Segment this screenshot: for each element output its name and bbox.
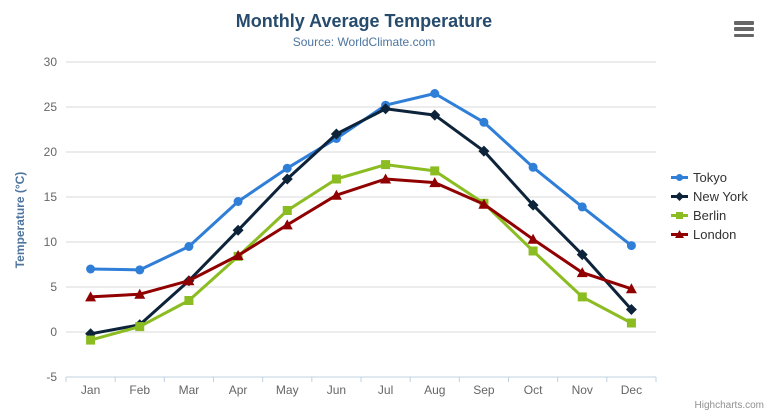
hamburger-icon-bar: [734, 33, 754, 37]
series-point-new-york[interactable]: [330, 128, 342, 140]
x-tick-label: Jun: [327, 383, 346, 397]
series-point-tokyo[interactable]: [479, 117, 489, 127]
y-tick-label: 25: [44, 100, 58, 114]
x-tick-label: Apr: [229, 383, 248, 397]
legend-marker-tokyo[interactable]: [676, 174, 683, 181]
legend-item-new-york[interactable]: New York: [671, 190, 748, 203]
legend-label-new-york: New York: [693, 189, 748, 204]
y-tick-label: 0: [50, 325, 57, 339]
legend-label-tokyo: Tokyo: [693, 170, 727, 185]
series-point-berlin[interactable]: [282, 206, 292, 215]
x-tick-label: Mar: [179, 383, 200, 397]
series-point-berlin[interactable]: [430, 166, 440, 176]
series-point-tokyo[interactable]: [528, 162, 538, 172]
legend-item-tokyo[interactable]: Tokyo: [671, 171, 748, 184]
series-point-tokyo[interactable]: [135, 265, 145, 275]
series-point-new-york[interactable]: [281, 173, 293, 185]
series-point-london[interactable]: [576, 267, 588, 278]
series-point-tokyo[interactable]: [282, 163, 292, 173]
series-point-berlin[interactable]: [577, 292, 587, 302]
legend-item-london[interactable]: London: [671, 228, 748, 241]
highcharts-credit-link[interactable]: Highcharts.com: [694, 400, 764, 411]
x-tick-label: Nov: [572, 383, 593, 397]
y-tick-label: 15: [44, 190, 58, 204]
x-tick-label: Jan: [81, 383, 100, 397]
series-point-london[interactable]: [183, 275, 195, 286]
series-point-london[interactable]: [232, 250, 244, 260]
y-axis-title: Temperature (°C): [13, 172, 27, 269]
series-point-london[interactable]: [380, 173, 392, 184]
series-point-berlin[interactable]: [528, 246, 538, 256]
series-line-berlin[interactable]: [89, 163, 633, 342]
legend-circle-icon: [671, 174, 688, 181]
y-tick-label: 30: [44, 55, 58, 69]
series-point-london[interactable]: [527, 233, 539, 244]
hamburger-icon-bar: [734, 21, 754, 25]
series-point-berlin[interactable]: [184, 296, 194, 305]
hamburger-icon-bar: [734, 27, 754, 31]
series-point-berlin[interactable]: [331, 174, 341, 184]
legend: Tokyo New York Berlin London: [671, 171, 748, 241]
series-point-london[interactable]: [625, 283, 637, 294]
series-point-new-york[interactable]: [625, 304, 637, 315]
x-tick-label: May: [276, 383, 299, 397]
series-point-tokyo[interactable]: [626, 241, 636, 251]
legend-marker-berlin[interactable]: [676, 212, 683, 219]
series-point-london[interactable]: [429, 177, 441, 188]
legend-triangle-icon: [671, 230, 688, 238]
chart-title: Monthly Average Temperature: [235, 11, 493, 31]
legend-marker-london[interactable]: [675, 230, 684, 238]
y-tick-label: 5: [50, 280, 57, 294]
series-point-berlin[interactable]: [381, 160, 391, 170]
series-line-london[interactable]: [89, 177, 633, 299]
series-point-tokyo[interactable]: [233, 197, 243, 206]
series-point-new-york[interactable]: [527, 199, 539, 211]
series-point-berlin[interactable]: [135, 322, 145, 332]
series-point-new-york[interactable]: [478, 145, 490, 157]
legend-diamond-icon: [671, 192, 688, 201]
series-point-new-york[interactable]: [232, 224, 244, 236]
series-point-tokyo[interactable]: [430, 89, 440, 98]
series-point-london[interactable]: [330, 189, 342, 200]
x-tick-label: Feb: [129, 383, 150, 397]
series-point-tokyo[interactable]: [184, 242, 194, 251]
y-tick-label: -5: [46, 370, 57, 384]
series-point-tokyo[interactable]: [577, 202, 587, 212]
y-tick-label: 10: [44, 235, 58, 249]
series-point-london[interactable]: [134, 288, 146, 299]
x-tick-label: Aug: [424, 383, 445, 397]
legend-item-berlin[interactable]: Berlin: [671, 209, 748, 222]
x-tick-label: Sep: [473, 383, 495, 397]
series-line-new-york[interactable]: [89, 107, 633, 336]
series-point-london[interactable]: [85, 291, 97, 302]
legend-label-london: London: [693, 227, 737, 242]
series-point-london[interactable]: [478, 198, 490, 209]
y-tick-label: 20: [44, 145, 58, 159]
chart-subtitle: Source: WorldClimate.com: [292, 35, 436, 49]
legend-square-icon: [671, 212, 688, 219]
series-point-new-york[interactable]: [380, 103, 392, 115]
x-tick-label: Jul: [378, 383, 393, 397]
legend-label-berlin: Berlin: [693, 208, 727, 223]
export-menu-button[interactable]: [734, 21, 754, 37]
series-point-tokyo[interactable]: [86, 264, 96, 274]
series-point-london[interactable]: [281, 219, 293, 230]
x-tick-label: Dec: [621, 383, 642, 397]
series-point-berlin[interactable]: [626, 318, 636, 328]
series-point-new-york[interactable]: [429, 109, 441, 121]
series-point-berlin[interactable]: [86, 335, 96, 345]
legend-marker-new-york[interactable]: [675, 192, 684, 201]
series-point-new-york[interactable]: [576, 249, 588, 261]
x-tick-label: Oct: [524, 383, 543, 397]
